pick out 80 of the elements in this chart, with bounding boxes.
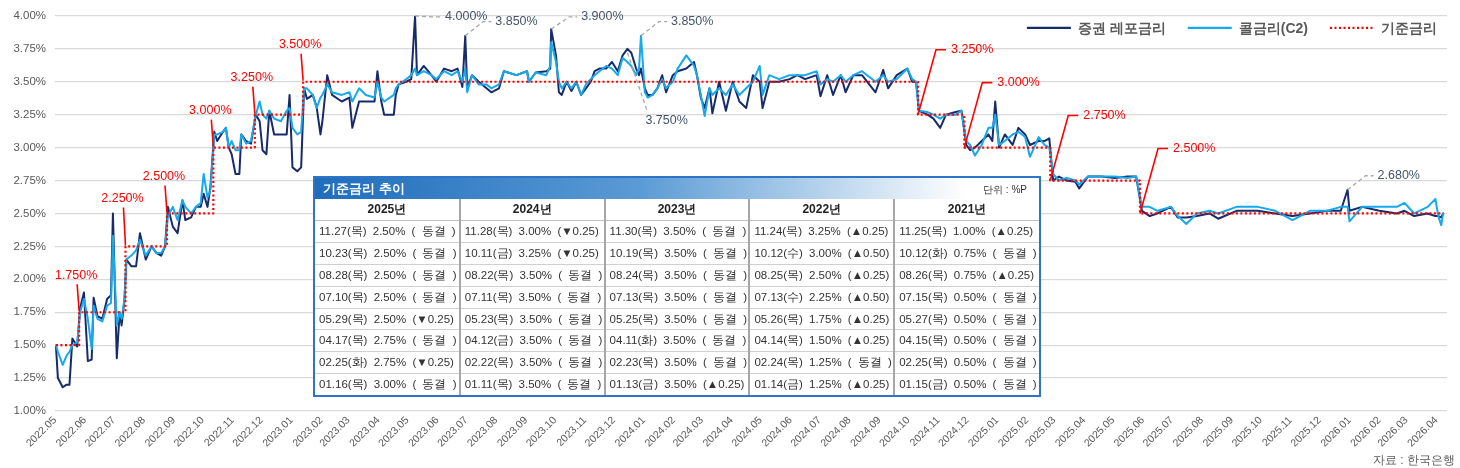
annotation: 05.25(목) 3.50% ( 동결 ) xyxy=(604,308,750,330)
annotation: 기준금리 추이 xyxy=(323,180,405,198)
annotation: 02.22(목) 3.50% ( 동결 ) xyxy=(459,351,605,374)
annotation: 08.28(목) 2.50% ( 동결 ) xyxy=(315,264,460,287)
annotation: 04.15(목) 0.50% ( 동결 ) xyxy=(894,329,1039,352)
annotation: 11.28(목) 3.00% (▼0.25) xyxy=(459,220,605,243)
annotation: 08.22(목) 3.50% ( 동결 ) xyxy=(459,264,605,287)
annotation: 11.25(목) 1.00% (▲0.25) xyxy=(894,220,1039,243)
y-tick-label: 3.25% xyxy=(13,107,46,120)
annotation: 11.27(목) 2.50% ( 동결 ) xyxy=(315,220,460,243)
annotation: 3.000% xyxy=(997,75,1040,90)
y-tick-label: 1.25% xyxy=(13,371,46,384)
annotation: 3.750% xyxy=(645,113,688,128)
annotation: 3.250% xyxy=(951,42,994,57)
annotation: 04.11(화) 3.50% ( 동결 ) xyxy=(604,329,750,352)
annotation: 3.900% xyxy=(581,9,624,24)
annotation: 2.680% xyxy=(1377,168,1420,183)
annotation: 3.850% xyxy=(670,14,714,29)
annotation: 01.16(목) 3.00% ( 동결 ) xyxy=(315,373,460,395)
annotation: 01.13(금) 3.50% (▲0.25) xyxy=(604,373,750,395)
annotation: 04.12(금) 3.50% ( 동결 ) xyxy=(459,329,605,352)
annotation: 05.29(목) 2.50% (▼0.25) xyxy=(315,308,460,330)
y-tick-label: 1.50% xyxy=(13,338,46,351)
annotation: 2.500% xyxy=(142,168,186,183)
text: 자료 : 한국은행 xyxy=(1372,452,1455,468)
annotation: 2021년 xyxy=(894,199,1039,221)
annotation: 2023년 xyxy=(604,199,750,221)
annotation: 08.26(목) 0.75% (▲0.25) xyxy=(894,264,1039,287)
annotation: 08.25(목) 2.50% (▲0.25) xyxy=(749,264,895,287)
legend-label: 콜금리(C2) xyxy=(1238,19,1309,36)
annotation: 07.10(목) 2.50% ( 동결 ) xyxy=(315,286,460,309)
y-tick-label: 2.00% xyxy=(13,272,46,285)
annotation: 단위 : %P xyxy=(983,183,1027,197)
annotation: 3.000% xyxy=(189,103,232,118)
annotation: 11.24(목) 3.25% (▲0.25) xyxy=(749,220,895,243)
annotation: 07.15(목) 0.50% ( 동결 ) xyxy=(894,286,1039,309)
annotation: 2.750% xyxy=(1083,107,1126,122)
annotation: 11.30(목) 3.50% ( 동결 ) xyxy=(604,220,750,243)
annotation: 2.250% xyxy=(101,190,144,205)
annotation: 10.19(목) 3.50% ( 동결 ) xyxy=(604,242,750,265)
annotation: 02.23(목) 3.50% ( 동결 ) xyxy=(604,351,750,374)
annotation: 4.000% xyxy=(445,9,488,24)
annotation: 02.24(목) 1.25% ( 동결 ) xyxy=(749,351,895,374)
annotation: 01.14(금) 1.25% (▲0.25) xyxy=(749,373,895,395)
annotation: 02.25(화) 2.75% (▼0.25) xyxy=(315,351,460,374)
annotation: 2024년 xyxy=(459,199,605,221)
annotation: 10.12(화) 0.75% ( 동결 ) xyxy=(894,242,1039,265)
annotation: 07.13(목) 3.50% ( 동결 ) xyxy=(604,286,750,309)
annotation: 05.23(목) 3.50% ( 동결 ) xyxy=(459,308,605,330)
y-tick-label: 2.25% xyxy=(13,239,46,252)
annotation: 07.13(수) 2.25% (▲0.50) xyxy=(749,286,895,309)
annotation: 02.25(목) 0.50% ( 동결 ) xyxy=(894,351,1039,374)
annotation: 05.26(목) 1.75% (▲0.25) xyxy=(749,308,895,330)
annotation: 2025년 xyxy=(315,199,460,221)
annotation: 04.14(목) 1.50% (▲0.25) xyxy=(749,329,895,352)
annotation: 07.11(목) 3.50% ( 동결 ) xyxy=(459,286,605,309)
annotation: 10.23(목) 2.50% ( 동결 ) xyxy=(315,242,460,265)
annotation: 08.24(목) 3.50% ( 동결 ) xyxy=(604,264,750,287)
y-tick-label: 2.50% xyxy=(13,206,46,219)
annotation: 04.17(목) 2.75% ( 동결 ) xyxy=(315,329,460,352)
annotation: 2.500% xyxy=(1173,140,1216,155)
annotation: 10.12(수) 3.00% (▲0.50) xyxy=(749,242,895,265)
annotation: 3.850% xyxy=(495,14,538,29)
annotation: 1.750% xyxy=(54,267,98,282)
y-tick-label: 3.75% xyxy=(13,42,46,54)
annotation: 3.500% xyxy=(278,37,322,52)
annotation: 01.15(금) 0.50% ( 동결 ) xyxy=(894,373,1039,395)
annotation: 3.250% xyxy=(230,70,274,85)
y-tick-label: 2.75% xyxy=(13,173,46,186)
y-tick-label: 3.00% xyxy=(13,140,46,153)
annotation: 2022년 xyxy=(749,199,895,221)
y-tick-label: 3.50% xyxy=(13,74,46,87)
annotation: 10.11(금) 3.25% (▼0.25) xyxy=(459,242,605,265)
annotation: 05.27(목) 0.50% ( 동결 ) xyxy=(894,308,1039,330)
annotation: 01.11(목) 3.50% ( 동결 ) xyxy=(459,373,605,395)
y-tick-label: 1.75% xyxy=(13,305,46,318)
y-tick-label: 4.00% xyxy=(13,9,46,22)
y-tick-label: 1.00% xyxy=(13,404,46,417)
legend-label: 증권 레포금리 xyxy=(1077,19,1166,36)
legend-label: 기준금리 xyxy=(1381,19,1437,36)
